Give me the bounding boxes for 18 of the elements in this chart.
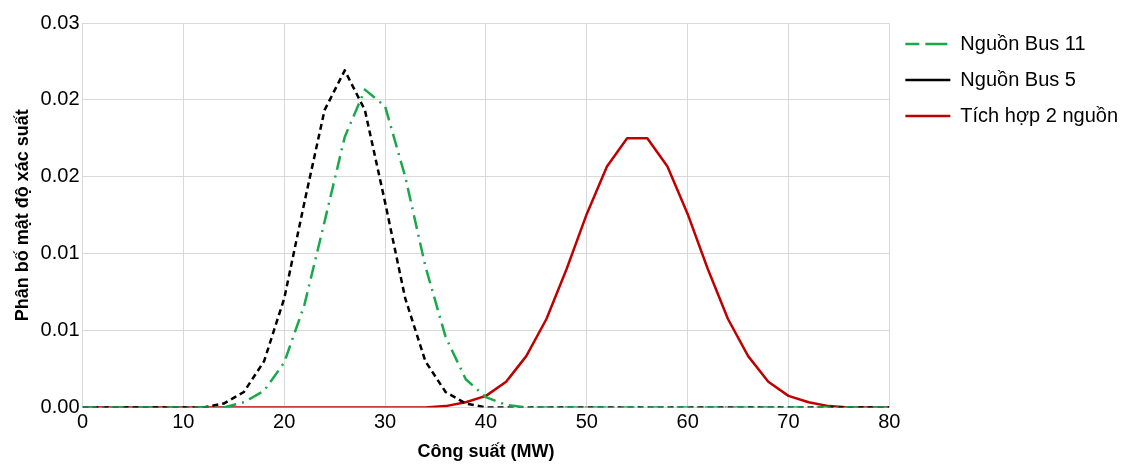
- x-tick-label: 40: [474, 409, 498, 432]
- legend-label: Nguồn Bus 5: [960, 67, 1076, 90]
- x-tick-label: 30: [373, 409, 397, 432]
- y-tick-label: 0.01: [40, 318, 80, 341]
- y-tick-label: 0.01: [40, 241, 80, 264]
- x-tick-label: 20: [273, 409, 296, 432]
- legend-label: Tích hợp 2 nguồn: [960, 103, 1119, 126]
- x-tick-label: 80: [878, 409, 901, 432]
- legend-label: Nguồn Bus 11: [960, 31, 1086, 54]
- x-tick-label: 60: [676, 409, 699, 432]
- x-tick-label: 70: [777, 409, 800, 432]
- y-tick-label: 0.02: [40, 87, 80, 110]
- y-axis-title: Phân bố mật độ xác suất: [11, 109, 32, 322]
- x-tick-label: 10: [172, 409, 195, 432]
- x-tick-label: 50: [575, 409, 598, 432]
- x-axis-title: Công suất (MW): [417, 441, 555, 462]
- y-tick-label: 0.02: [40, 164, 80, 187]
- y-tick-label: 0.03: [40, 10, 80, 33]
